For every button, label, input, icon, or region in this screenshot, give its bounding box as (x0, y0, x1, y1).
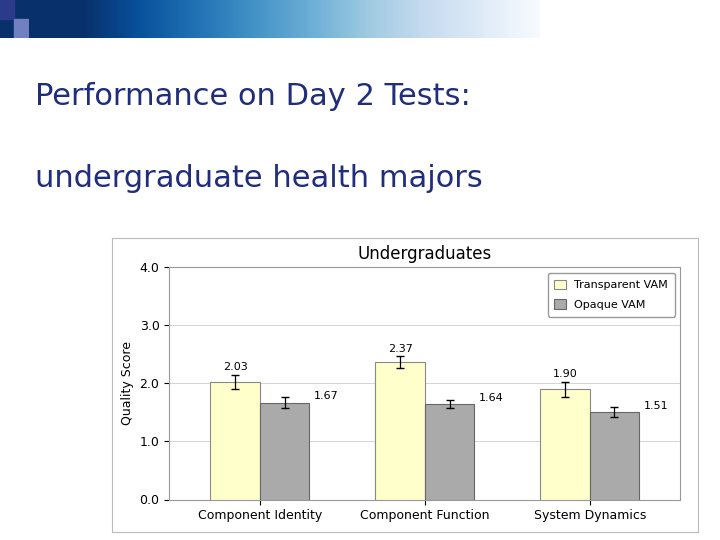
Text: 2.37: 2.37 (387, 344, 413, 354)
Text: 1.51: 1.51 (644, 401, 669, 411)
Text: 1.64: 1.64 (480, 393, 504, 403)
Bar (260, 402, 310, 500)
Y-axis label: Quality Score: Quality Score (121, 341, 134, 426)
Legend: Transparent VAM, Opaque VAM: Transparent VAM, Opaque VAM (548, 273, 675, 316)
Bar (0, 0, 14, 19)
Bar (425, 404, 474, 500)
Bar (540, 389, 590, 500)
Text: undergraduate health majors: undergraduate health majors (35, 164, 482, 193)
Text: Performance on Day 2 Tests:: Performance on Day 2 Tests: (35, 82, 471, 111)
Title: Undergraduates: Undergraduates (358, 245, 492, 263)
Bar (210, 382, 260, 500)
Text: 1.67: 1.67 (315, 392, 339, 401)
Text: 1.90: 1.90 (552, 369, 577, 379)
Bar (14, 19, 29, 38)
Bar (590, 412, 639, 500)
Text: 2.03: 2.03 (222, 362, 248, 373)
Bar (375, 362, 425, 500)
